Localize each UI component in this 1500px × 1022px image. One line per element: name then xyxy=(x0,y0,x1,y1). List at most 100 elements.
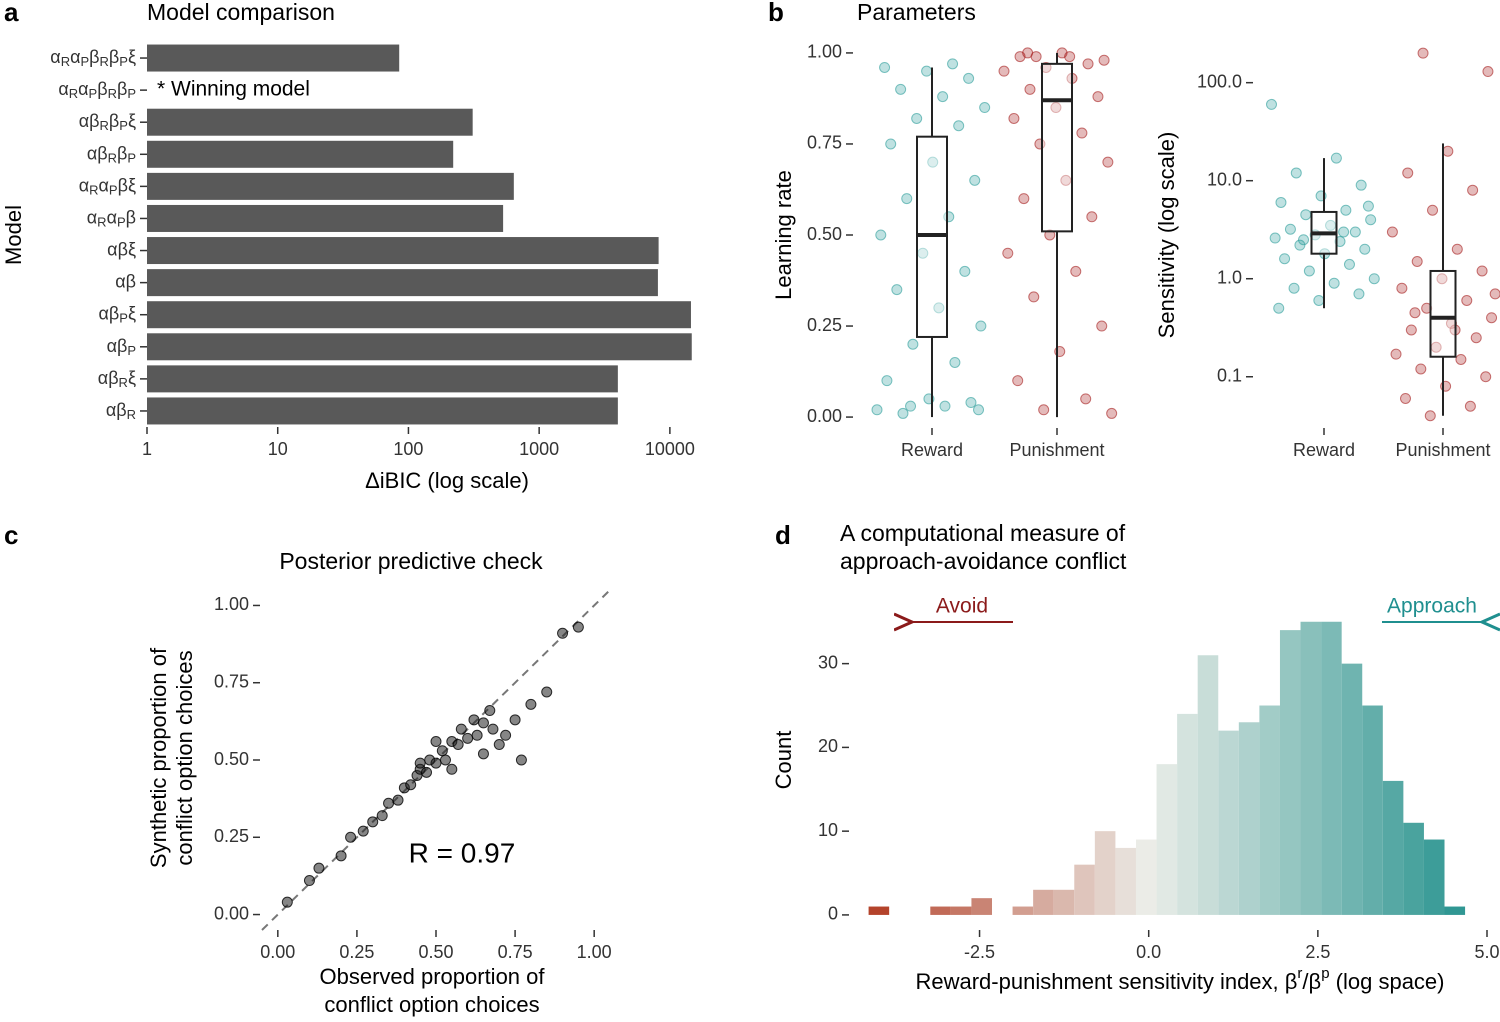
point xyxy=(1050,102,1062,114)
bar xyxy=(1094,831,1116,915)
annotation: Approach xyxy=(1387,595,1477,618)
y-tick-label: αβRβP xyxy=(87,143,136,166)
x-tick-label: 100 xyxy=(393,439,423,459)
point xyxy=(1386,226,1398,238)
point xyxy=(1284,223,1296,235)
annotation: * Winning model xyxy=(157,78,310,101)
point xyxy=(1362,200,1374,212)
y-tick-label: 0.50 xyxy=(214,749,249,769)
x-tick-label: 0.25 xyxy=(339,942,374,962)
label-char: β xyxy=(126,271,136,291)
x-tick-label: -2.5 xyxy=(964,942,995,962)
point xyxy=(471,729,483,741)
label-char: α xyxy=(70,47,80,67)
x-axis-title: ΔiBIC (log scale) xyxy=(365,468,529,493)
y-tick-label: 30 xyxy=(818,652,838,672)
point xyxy=(515,754,527,766)
label-char: α xyxy=(79,175,89,195)
point xyxy=(1467,184,1479,196)
point xyxy=(1076,127,1088,139)
y-tick-label: 1.0 xyxy=(1217,267,1242,287)
point xyxy=(405,779,417,791)
label-char: β xyxy=(116,400,126,420)
label-char: β xyxy=(89,47,99,67)
point xyxy=(1313,294,1325,306)
point xyxy=(1022,47,1034,59)
y-tick-label: 10 xyxy=(818,820,838,840)
x-axis-title-part: r xyxy=(1297,965,1302,982)
point xyxy=(979,102,991,114)
point xyxy=(1086,211,1098,223)
point xyxy=(1424,410,1436,422)
x-axis-title-part: Reward-punishment sensitivity index, β xyxy=(915,969,1297,994)
point xyxy=(895,83,907,95)
point xyxy=(1024,83,1036,95)
point xyxy=(345,831,357,843)
y-axis-title: Sensitivity (log scale) xyxy=(1154,132,1179,339)
point xyxy=(998,65,1010,77)
x-tick-label: 0.75 xyxy=(498,942,533,962)
bar xyxy=(1341,663,1363,915)
y-axis-title: Synthetic proportion of xyxy=(146,647,171,868)
y-tick-label: 1.00 xyxy=(214,594,249,614)
y-tick-label: αβ xyxy=(115,271,136,291)
label-char: α xyxy=(78,79,88,99)
bar xyxy=(1074,864,1095,915)
point xyxy=(937,91,949,103)
bar xyxy=(1033,889,1054,915)
point xyxy=(1266,98,1277,110)
bar xyxy=(147,44,400,72)
y-tick-label: αRαPβξ xyxy=(79,175,136,198)
point xyxy=(500,729,512,741)
x-axis-title: Reward-punishment sensitivity index, βr/… xyxy=(915,965,1444,994)
x-tick-label: 0.50 xyxy=(418,942,453,962)
bar xyxy=(1362,705,1383,915)
y-tick-label: 0.25 xyxy=(214,826,249,846)
point xyxy=(1018,193,1030,205)
point xyxy=(313,862,325,874)
point xyxy=(484,705,496,717)
point xyxy=(1476,265,1488,277)
point xyxy=(1343,258,1355,270)
point xyxy=(1442,145,1454,157)
x-tick-label: Reward xyxy=(1293,440,1355,460)
point xyxy=(959,265,971,277)
point xyxy=(1470,332,1482,344)
point xyxy=(1330,152,1342,164)
chart-title: Posterior predictive check xyxy=(279,548,543,574)
label-char: β xyxy=(97,143,107,163)
point xyxy=(879,61,891,73)
point xyxy=(367,816,379,828)
panel-letter: b xyxy=(768,0,784,27)
point xyxy=(1340,204,1352,216)
x-axis-title-part: p xyxy=(1321,965,1329,982)
label-char: α xyxy=(107,207,117,227)
point xyxy=(1365,214,1377,226)
bar xyxy=(1259,705,1280,915)
y-tick-label: αβRξ xyxy=(98,368,136,391)
label-char: ξ xyxy=(128,368,136,388)
label-char: α xyxy=(87,207,97,227)
bar xyxy=(971,898,993,915)
chart-title: A computational measure of xyxy=(840,520,1126,546)
y-tick-label: αRαPβ xyxy=(87,207,136,230)
point xyxy=(933,302,945,314)
label-char: β xyxy=(118,239,128,259)
point xyxy=(1092,91,1104,103)
x-tick-label: 1.00 xyxy=(577,942,612,962)
label-char: R xyxy=(97,215,106,230)
point xyxy=(357,825,369,837)
label-char: ξ xyxy=(128,111,136,131)
label-char: R xyxy=(89,183,98,198)
point xyxy=(1486,312,1498,324)
point xyxy=(446,763,458,775)
point xyxy=(1328,277,1340,289)
bar xyxy=(1197,655,1219,915)
label-char: R xyxy=(61,54,70,69)
point xyxy=(965,397,977,409)
point xyxy=(953,120,965,132)
chart-title: Model comparison xyxy=(147,0,335,25)
point xyxy=(468,714,480,726)
point xyxy=(871,404,883,416)
